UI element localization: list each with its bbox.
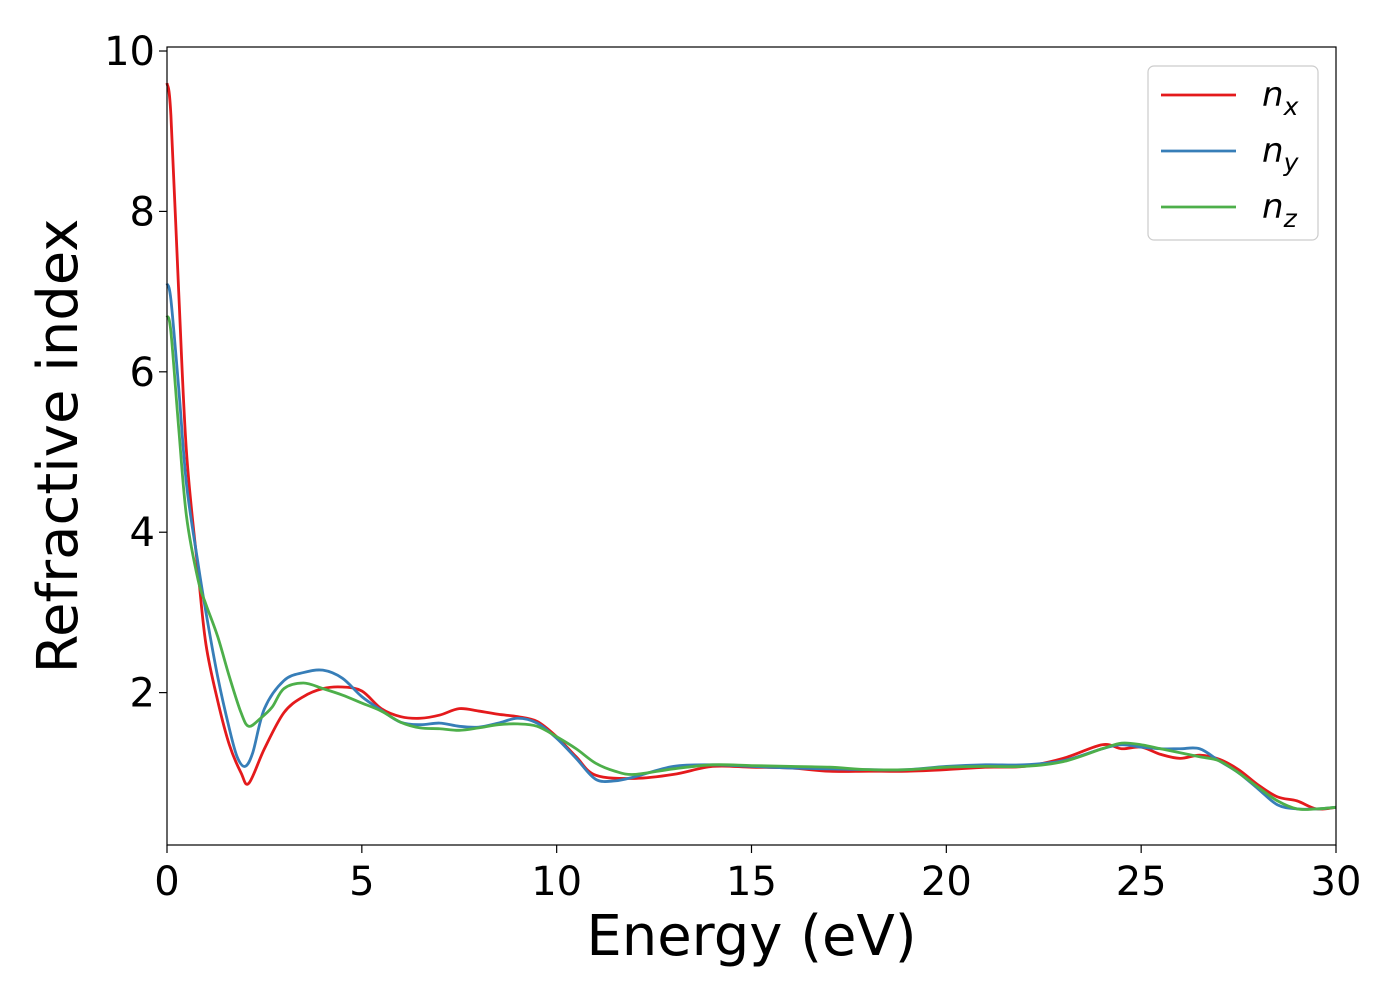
legend-box — [1147, 65, 1319, 241]
series-layer — [165, 82, 1337, 811]
legend-label-nx: nx — [1262, 75, 1299, 121]
x-tick-label: 20 — [921, 859, 972, 905]
x-tick-label: 15 — [726, 859, 777, 905]
y-tick-label: 8 — [130, 189, 155, 235]
x-axis: 0 5 10 15 20 25 30 — [154, 845, 1361, 905]
x-axis-label: Energy (eV) — [586, 904, 916, 969]
x-tick-label: 0 — [154, 859, 179, 905]
y-axis-label: Refractive index — [26, 219, 91, 674]
legend-label-nz: nz — [1262, 187, 1298, 233]
x-tick-label: 10 — [531, 859, 582, 905]
plot-area — [167, 47, 1336, 845]
series-line-nz — [165, 315, 1337, 811]
y-tick-label: 6 — [130, 350, 155, 396]
y-axis: 2 4 6 8 10 — [104, 29, 167, 717]
x-tick-label: 25 — [1116, 859, 1167, 905]
x-tick-label: 30 — [1311, 859, 1362, 905]
y-tick-label: 2 — [130, 671, 155, 717]
y-tick-label: 4 — [130, 510, 155, 556]
legend-label-ny: ny — [1262, 131, 1300, 177]
y-tick-label: 10 — [104, 29, 155, 75]
legend: nx ny nz — [1147, 65, 1319, 241]
x-tick-label: 5 — [349, 859, 374, 905]
